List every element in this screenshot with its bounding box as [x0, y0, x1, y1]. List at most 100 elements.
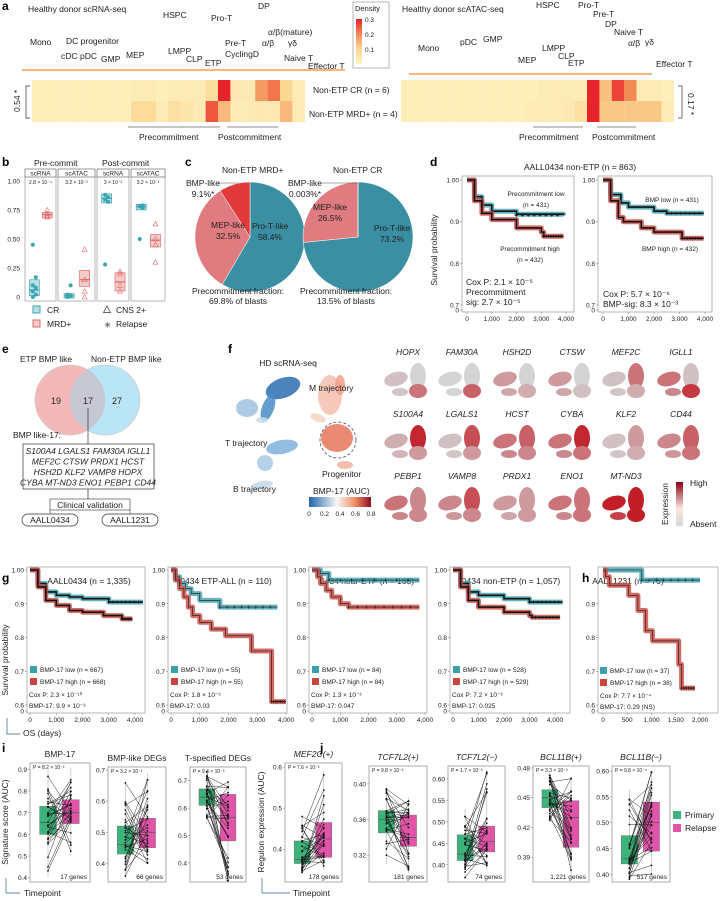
plot-title: TCF7L2(−)	[456, 752, 497, 762]
sample-point	[548, 808, 551, 811]
paired-line	[549, 802, 572, 855]
x-tick-label: 0	[465, 316, 469, 323]
progenitor-region	[409, 384, 427, 398]
censor-mark	[395, 578, 399, 582]
postcommitment-label: Postcommitment	[592, 132, 656, 142]
legend-relapse: Relapse	[685, 823, 716, 833]
heatmap-cell	[500, 80, 513, 101]
cell-type-label: DP	[258, 1, 270, 11]
sample-point	[124, 839, 127, 841]
heatmap-cell	[168, 101, 181, 122]
heatmap-cell	[193, 80, 206, 101]
sample-point	[650, 838, 653, 841]
sample-point	[47, 856, 49, 859]
censor-mark	[692, 211, 696, 215]
umap-cluster	[321, 424, 353, 452]
t-region	[548, 371, 572, 387]
high-label: Precommitment high	[500, 246, 560, 253]
gene-umap-pebp1: PEBP1	[384, 471, 427, 522]
y-tick-label: 0.48	[517, 765, 530, 772]
mrd-point	[152, 241, 159, 248]
cr-point	[68, 283, 73, 288]
paired-line	[386, 790, 409, 854]
sample-point	[301, 850, 303, 853]
sample-point	[407, 840, 410, 843]
right-set-label: Non-ETP BMP like	[91, 354, 162, 364]
paired-line	[302, 836, 324, 847]
paired-line	[386, 799, 409, 842]
heatmap-cell	[525, 101, 538, 122]
heatmap-cell	[487, 80, 501, 101]
heatmap-cell	[168, 80, 181, 101]
censor-mark	[688, 211, 692, 215]
sample-point	[464, 863, 466, 866]
paired-line	[302, 861, 324, 863]
plot-frame	[368, 765, 428, 883]
sample-point	[124, 848, 127, 851]
sample-point	[301, 827, 303, 829]
x-tick-label: 4,000	[547, 717, 564, 724]
censor-mark	[559, 234, 563, 238]
panel-label-d: d	[430, 155, 437, 169]
y-axis-label: Survival probability	[429, 214, 439, 286]
paired-line	[125, 830, 148, 877]
b-region	[610, 450, 626, 458]
slice-label: BMP-like	[186, 178, 220, 188]
fraction-value: 13.5% of blasts	[317, 296, 375, 306]
cohort-oval	[21, 513, 79, 527]
gene-name: ENO1	[560, 471, 583, 481]
gene-count: 66 genes	[136, 874, 163, 881]
y-tick-label: 1.00	[293, 568, 306, 575]
heatmap-cell	[218, 101, 231, 122]
paired-line	[629, 805, 652, 858]
km-curve-high	[603, 179, 704, 240]
sample-point	[47, 800, 49, 803]
y-tick-label: 0.5	[273, 806, 282, 813]
x-tick-label: 2,000	[646, 316, 663, 323]
x-tick-label: 500	[622, 717, 633, 724]
sample-point	[628, 856, 631, 859]
y-tick-label: 0.6	[156, 703, 165, 710]
paired-line	[629, 784, 652, 805]
paired-line	[125, 849, 148, 864]
y-tick-label: 0.6	[15, 703, 24, 710]
gene-name: S100A4	[393, 409, 424, 419]
sample-point	[227, 822, 229, 824]
censor-mark	[373, 605, 377, 609]
heatmap-cell	[118, 101, 132, 122]
paired-line	[125, 806, 148, 823]
slice-label: MEP-like	[211, 220, 245, 230]
b-region	[610, 388, 626, 396]
heatmap-cell	[537, 101, 550, 122]
km-plot-d0: 1.000.90.80.700 1,000 2,000 3,000 4,000Preco…	[446, 175, 575, 323]
sample-point	[146, 797, 149, 800]
p-value: 3.2 × 10⁻²	[65, 180, 88, 186]
sample-point	[385, 848, 388, 850]
heatmap-cell	[218, 80, 231, 101]
cell-type-label: GMP	[483, 34, 503, 44]
heatmap-cell	[401, 80, 414, 101]
x-tick-label: 1,000	[332, 717, 349, 724]
bmp17-p: BMP-17: 0.047	[311, 703, 355, 710]
sample-point	[485, 791, 488, 793]
sample-point	[628, 867, 631, 870]
subpanel-header-box	[57, 168, 96, 178]
paired-line	[47, 790, 71, 804]
progenitor-region	[409, 446, 427, 460]
x-axis-label: Timepoint	[293, 888, 331, 898]
censor-mark	[647, 578, 651, 582]
expression-absent: Absent	[690, 519, 717, 529]
gene-umap-klf2: KLF2	[602, 409, 645, 460]
sample-point	[227, 803, 229, 806]
censor-mark	[683, 211, 687, 215]
y-axis-label: Signature score (AUC)	[0, 779, 10, 865]
heatmap-cell	[131, 80, 144, 101]
sample-point	[69, 781, 72, 784]
legend-low: BMP-17 low (n = 528)	[463, 667, 526, 674]
paired-line	[386, 811, 409, 818]
censor-mark	[124, 600, 128, 604]
progenitor-region	[627, 508, 645, 522]
sample-point	[227, 827, 229, 830]
heatmap-cell	[292, 101, 305, 122]
mrd-point	[44, 206, 51, 213]
